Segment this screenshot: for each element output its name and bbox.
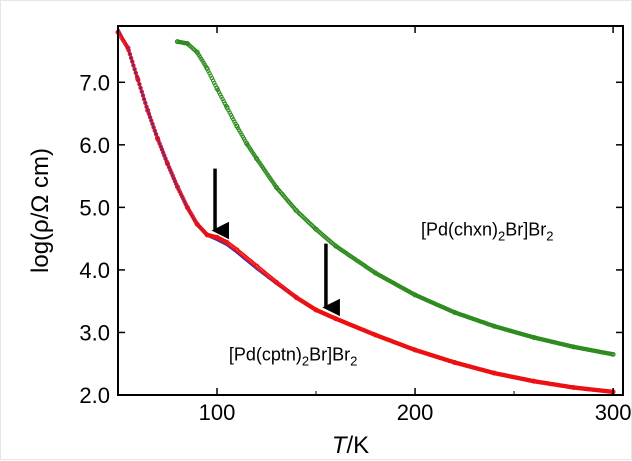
annotation-subscript: 2 — [546, 229, 553, 244]
y-tick-label: 2.0 — [79, 383, 110, 408]
annotation-subscript: 2 — [302, 354, 309, 369]
plot-area — [116, 29, 615, 394]
y-tick-label: 3.0 — [79, 320, 110, 345]
series-annotation-cptn_label: [Pd(cptn)2Br]Br2 — [229, 345, 358, 369]
y-tick-label: 7.0 — [79, 70, 110, 95]
x-tick-label: 200 — [397, 400, 434, 425]
series-chxn_data — [175, 40, 615, 357]
y-tick-label: 6.0 — [79, 133, 110, 158]
annotation-text: [Pd(cptn) — [229, 345, 302, 365]
x-axis-title-unit: /K — [346, 432, 369, 459]
y-axis-title: log(ρ/Ω cm) — [27, 148, 54, 273]
x-tick-label: 300 — [595, 400, 632, 425]
series-annotation-chxn_label: [Pd(chxn)2Br]Br2 — [421, 220, 554, 244]
y-tick-label: 5.0 — [79, 195, 110, 220]
x-axis-title: T/K — [332, 432, 369, 459]
annotation-subscript: 2 — [498, 229, 505, 244]
annotation-text: Br]Br — [505, 220, 546, 240]
annotation-text: Br]Br — [309, 345, 350, 365]
annotation-subscript: 2 — [350, 354, 357, 369]
y-tick-label: 4.0 — [79, 258, 110, 283]
annotation-text: [Pd(chxn) — [421, 220, 498, 240]
x-tick-label: 100 — [199, 400, 236, 425]
